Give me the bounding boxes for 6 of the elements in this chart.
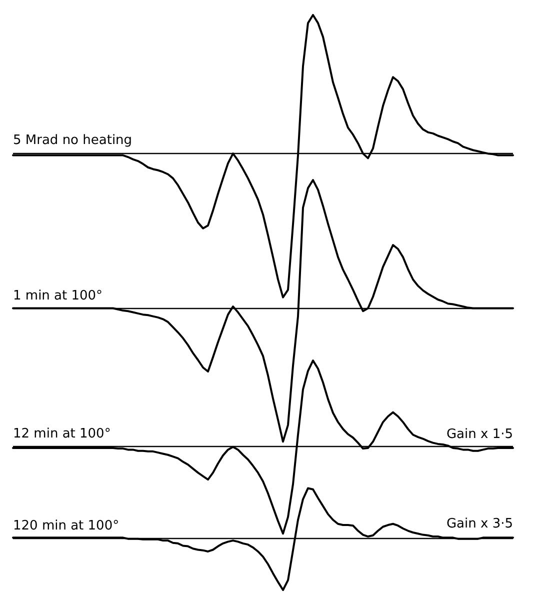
- ref-line-label: 1 min at 100°: [13, 288, 103, 304]
- ref-line-label: 5 Mrad no heating: [13, 133, 132, 148]
- ref-line-label: 120 min at 100°: [13, 518, 120, 534]
- annotation: Gain x 3·5: [446, 516, 514, 532]
- annotation: Gain x 1·5: [446, 426, 514, 442]
- ref-line-label: 12 min at 100°: [13, 426, 111, 442]
